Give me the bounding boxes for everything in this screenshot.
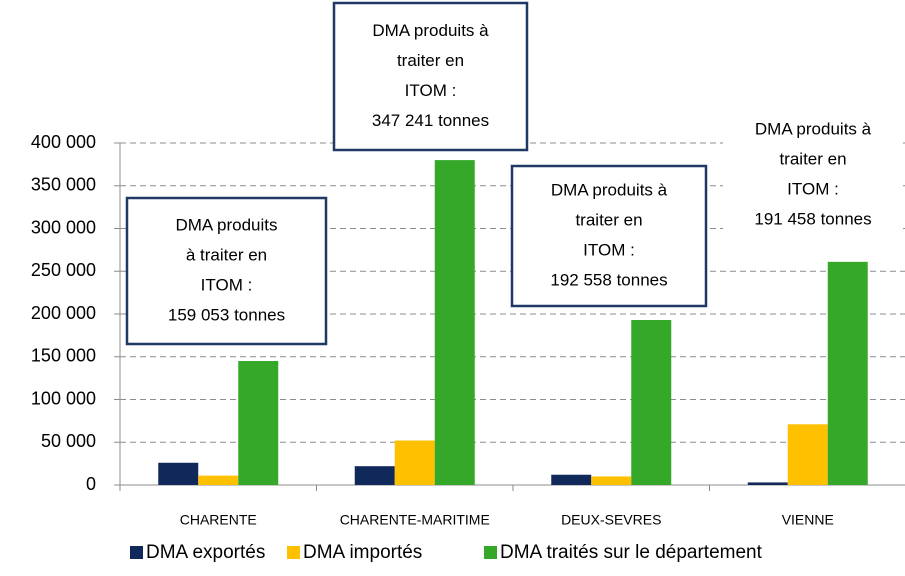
- y-tick-label: 200 000: [31, 303, 96, 323]
- bar: [827, 261, 868, 485]
- bar: [747, 482, 788, 485]
- annotation-text: DMA produits à: [755, 119, 872, 138]
- bar: [551, 474, 592, 485]
- annotation-text: traiter en: [575, 210, 642, 229]
- bar: [394, 440, 435, 485]
- bar: [591, 476, 632, 485]
- legend-swatch: [287, 546, 300, 559]
- legend-swatch: [130, 546, 143, 559]
- x-tick-label: CHARENTE-MARITIME: [340, 512, 490, 528]
- annotation-text: ITOM :: [583, 240, 635, 259]
- x-tick-label: VIENNE: [782, 512, 834, 528]
- bar: [631, 319, 672, 485]
- legend-swatch: [484, 546, 497, 559]
- y-tick-label: 50 000: [41, 431, 96, 451]
- annotation-text: ITOM :: [405, 81, 457, 100]
- annotation-box: [723, 110, 903, 240]
- annotation-text: 159 053 tonnes: [168, 305, 285, 324]
- y-tick-label: 350 000: [31, 175, 96, 195]
- annotation-text: 347 241 tonnes: [372, 111, 489, 130]
- annotation-box: [510, 164, 708, 308]
- x-tick-label: CHARENTE: [180, 512, 257, 528]
- legend-label: DMA traités sur le département: [500, 542, 763, 563]
- y-tick-label: 100 000: [31, 388, 96, 408]
- x-tick-label: DEUX-SEVRES: [561, 512, 661, 528]
- bar: [434, 160, 475, 485]
- y-tick-label: 0: [86, 474, 96, 494]
- annotation-text: DMA produits: [175, 215, 277, 234]
- annotation-text: à traiter en: [186, 245, 267, 264]
- legend-label: DMA exportés: [146, 542, 265, 563]
- bar: [354, 466, 395, 485]
- annotation-text: ITOM :: [201, 275, 253, 294]
- y-tick-label: 250 000: [31, 260, 96, 280]
- annotation-text: ITOM :: [787, 179, 839, 198]
- y-tick-label: 150 000: [31, 346, 96, 366]
- annotation-text: 191 458 tonnes: [754, 209, 871, 228]
- annotation-box: [125, 196, 328, 346]
- annotation-text: 192 558 tonnes: [550, 270, 667, 289]
- annotation-text: DMA produits à: [372, 21, 489, 40]
- legend-label: DMA importés: [303, 542, 422, 563]
- annotation-box: [332, 1, 529, 152]
- bar: [787, 424, 828, 485]
- y-tick-label: 300 000: [31, 217, 96, 237]
- bar: [158, 462, 199, 485]
- bar: [198, 475, 239, 485]
- y-tick-label: 400 000: [31, 132, 96, 152]
- annotation-text: DMA produits à: [551, 180, 668, 199]
- bar: [238, 361, 279, 485]
- annotation-text: traiter en: [397, 51, 464, 70]
- annotation-text: traiter en: [779, 149, 846, 168]
